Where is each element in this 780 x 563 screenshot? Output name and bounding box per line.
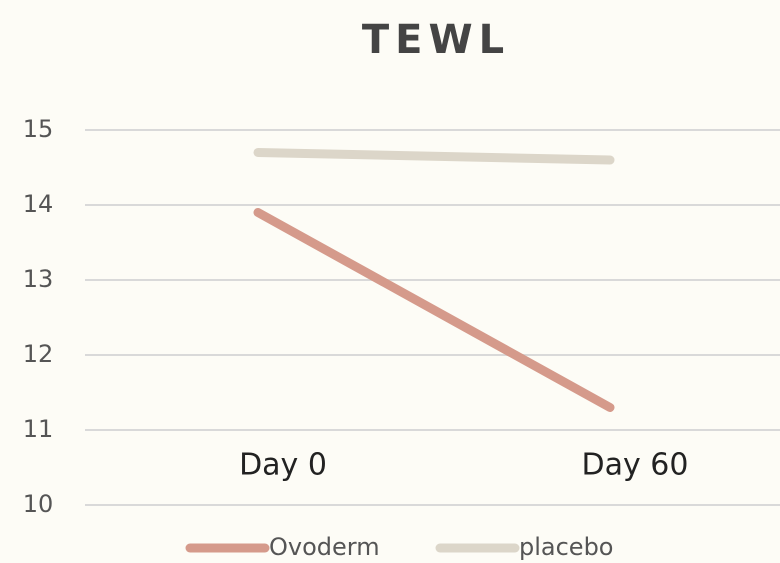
y-tick-label: 14 — [23, 190, 54, 218]
series-line — [253, 208, 615, 412]
y-tick-label: 15 — [23, 115, 54, 143]
x-tick-label: Day 0 — [239, 448, 327, 483]
chart-title: TEWL — [362, 17, 510, 63]
legend-label: placebo — [519, 533, 614, 561]
y-tick-label: 12 — [23, 340, 54, 368]
legend-label: Ovoderm — [269, 533, 380, 561]
y-tick-label: 10 — [23, 490, 54, 518]
series-line — [253, 148, 615, 165]
x-tick-label: Day 60 — [582, 448, 689, 483]
y-tick-label: 13 — [23, 265, 54, 293]
y-tick-label: 11 — [23, 415, 54, 443]
